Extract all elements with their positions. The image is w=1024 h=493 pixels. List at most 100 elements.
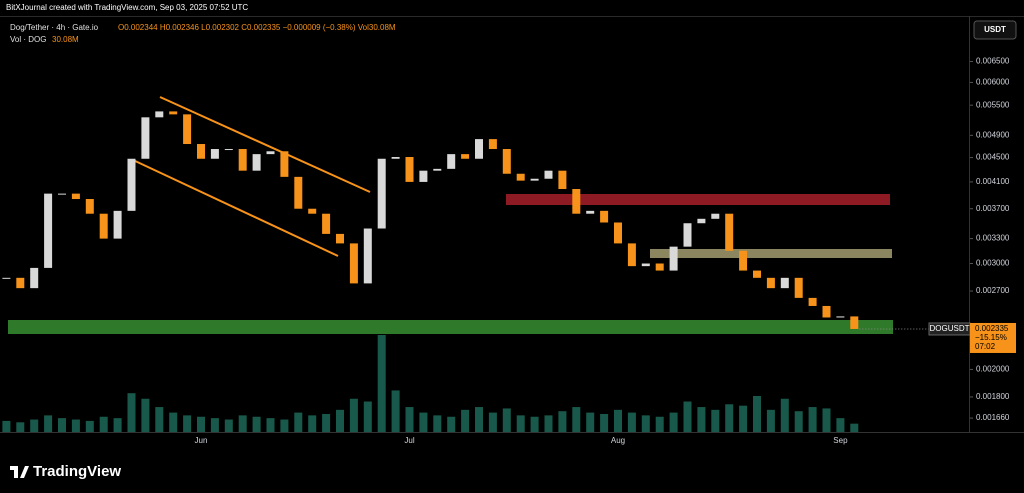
candle	[99, 213, 108, 239]
candle	[280, 151, 289, 177]
countdown-tag: 07:02	[975, 342, 996, 351]
candle	[614, 222, 622, 244]
volume-bar	[322, 413, 331, 432]
price-tag: 0.002335	[975, 324, 1009, 333]
candle	[739, 250, 748, 271]
volume-bar	[822, 408, 831, 432]
candle	[766, 277, 775, 289]
candle	[30, 267, 39, 289]
candle	[266, 151, 275, 155]
candle	[711, 213, 720, 219]
y-tick-label: 0.001800	[976, 392, 1010, 401]
volume-bar	[711, 409, 720, 432]
volume-bar	[252, 416, 261, 432]
candle	[44, 193, 53, 268]
candle	[405, 157, 414, 182]
volume-bar	[669, 412, 678, 432]
volume-bar	[210, 418, 219, 432]
candle	[641, 263, 650, 267]
volume-bar	[739, 405, 748, 432]
y-tick-label: 0.003300	[976, 234, 1010, 243]
volume-bar	[349, 398, 358, 432]
volume-bar	[71, 419, 80, 432]
x-tick-label: Aug	[611, 436, 625, 445]
candle	[58, 193, 66, 195]
volume-bar	[488, 412, 497, 432]
currency[interactable]: USDT	[984, 25, 1006, 34]
y-tick-label: 0.005500	[976, 100, 1010, 109]
volume-bar	[419, 412, 428, 432]
volume-label: Vol · DOG	[10, 35, 46, 44]
candle	[627, 243, 636, 267]
volume-bar	[85, 420, 94, 432]
volume-bar	[377, 335, 386, 432]
volume-bar	[572, 407, 581, 432]
candle	[600, 210, 609, 223]
volume-bar	[766, 409, 775, 432]
brand: TradingView	[33, 463, 121, 480]
candle	[336, 233, 344, 244]
candle	[586, 210, 595, 214]
candle	[183, 114, 192, 145]
volume-bar	[558, 411, 567, 432]
candle	[544, 170, 553, 179]
candle	[488, 139, 497, 150]
candle	[502, 149, 511, 174]
volume-bar	[224, 419, 233, 432]
volume-bar	[280, 419, 289, 432]
symbol-tag: DOGUSDT	[930, 324, 970, 333]
x-tick-label: Sep	[833, 436, 848, 445]
volume-bar	[836, 418, 845, 432]
candle	[850, 316, 859, 329]
volume-bar	[391, 390, 400, 432]
candle	[363, 228, 372, 284]
volume-bar	[627, 412, 636, 432]
x-tick-label: Jul	[404, 436, 414, 445]
y-tick-label: 0.004500	[976, 153, 1010, 162]
change-tag: −15.15%	[975, 333, 1007, 342]
candle	[155, 111, 164, 118]
candle	[252, 154, 261, 171]
volume-bar	[141, 398, 150, 432]
credit: BitXJournal created with TradingView.com…	[6, 3, 248, 12]
candle	[294, 176, 303, 209]
candle	[377, 158, 386, 229]
resistance-zone	[506, 194, 890, 205]
candle	[753, 270, 761, 278]
volume-bar	[502, 408, 511, 432]
brand-logo	[10, 466, 29, 478]
volume-bar	[447, 416, 456, 432]
currency-button[interactable]	[973, 20, 1017, 40]
volume-bar	[336, 409, 344, 432]
volume-bar	[614, 409, 622, 432]
mid-zone	[650, 249, 892, 258]
volume-bar	[683, 401, 692, 432]
y-tick-label: 0.003700	[976, 204, 1010, 213]
x-tick-label: Jun	[195, 436, 208, 445]
volume-bar	[433, 415, 442, 432]
volume-bar	[127, 393, 136, 432]
candle	[669, 246, 678, 271]
candle	[349, 243, 358, 284]
channel-line	[159, 96, 371, 193]
candle	[2, 277, 11, 279]
candle	[210, 149, 219, 159]
candle	[683, 223, 692, 247]
candle	[530, 178, 539, 181]
candle	[794, 277, 803, 298]
volume-bar	[16, 422, 25, 432]
volume-bar	[725, 404, 734, 432]
volume-bar	[850, 423, 859, 432]
channel-line	[132, 159, 339, 257]
volume-bar	[30, 419, 39, 432]
volume-bar	[58, 418, 66, 432]
volume-bar	[794, 411, 803, 432]
candle	[85, 199, 94, 214]
volume-bar	[183, 415, 192, 432]
volume-bar	[780, 398, 789, 432]
volume-bar	[169, 412, 178, 432]
volume-bar	[405, 407, 414, 432]
candle	[697, 218, 706, 224]
volume-bar	[155, 407, 164, 432]
